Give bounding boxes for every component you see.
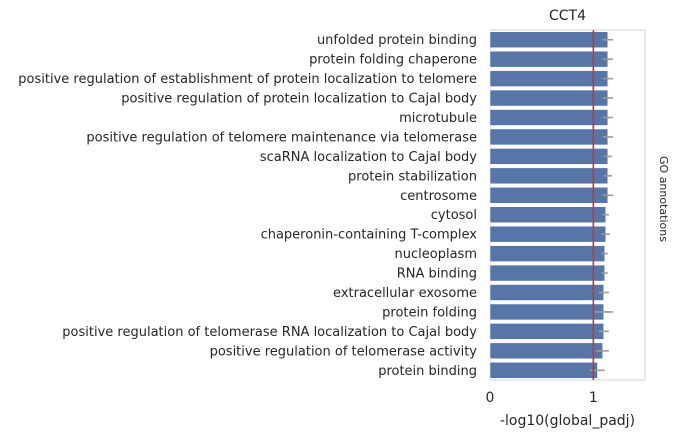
- bar-6: [489, 148, 609, 165]
- bar-14: [489, 303, 604, 321]
- category-label-11: nucleoplasm: [395, 247, 477, 262]
- x-tick-label-1: 1: [589, 390, 598, 406]
- category-label-2: positive regulation of establishment of …: [18, 72, 477, 87]
- bar-0: [489, 31, 609, 48]
- category-label-14: protein folding: [382, 305, 477, 320]
- bar-10: [489, 225, 606, 243]
- bar-3: [489, 89, 609, 107]
- bar-4: [489, 109, 609, 126]
- bar-1: [489, 50, 609, 68]
- bar-9: [489, 206, 606, 223]
- plot-frame: [489, 29, 646, 381]
- category-label-7: protein stabilization: [348, 169, 477, 184]
- category-label-1: protein folding chaperone: [309, 53, 477, 68]
- bar-12: [489, 264, 605, 282]
- category-label-5: positive regulation of telomere maintena…: [86, 130, 477, 145]
- chart-title: CCT4: [549, 8, 586, 24]
- bar-17: [489, 362, 598, 379]
- bars: [489, 31, 609, 379]
- bar-5: [489, 128, 609, 146]
- category-label-9: cytosol: [431, 208, 477, 223]
- bar-13: [489, 284, 604, 301]
- category-label-8: centrosome: [400, 189, 477, 204]
- bar-2: [489, 70, 609, 87]
- y-axis-label: GO annotations: [657, 156, 670, 242]
- category-label-10: chaperonin-containing T-complex: [261, 228, 478, 243]
- category-label-15: positive regulation of telomerase RNA lo…: [62, 325, 477, 340]
- error-bars: [590, 38, 613, 372]
- category-label-16: positive regulation of telomerase activi…: [210, 344, 478, 359]
- category-label-13: extracellular exosome: [333, 286, 477, 301]
- category-label-0: unfolded protein binding: [317, 33, 477, 48]
- category-label-12: RNA binding: [397, 267, 477, 282]
- bar-16: [489, 342, 603, 360]
- category-label-17: protein binding: [378, 364, 477, 379]
- x-axis-label: -log10(global_padj): [500, 413, 635, 429]
- category-label-3: positive regulation of protein localizat…: [121, 92, 477, 107]
- category-labels: unfolded protein binding protein folding …: [18, 33, 477, 379]
- bar-15: [489, 323, 604, 340]
- bar-8: [489, 187, 609, 204]
- x-tick-label-0: 0: [486, 390, 495, 406]
- plot-area: [489, 29, 646, 381]
- category-label-6: scaRNA localization to Cajal body: [260, 150, 477, 165]
- bar-11: [489, 245, 605, 262]
- category-label-4: microtubule: [399, 111, 477, 126]
- bar-7: [489, 167, 609, 185]
